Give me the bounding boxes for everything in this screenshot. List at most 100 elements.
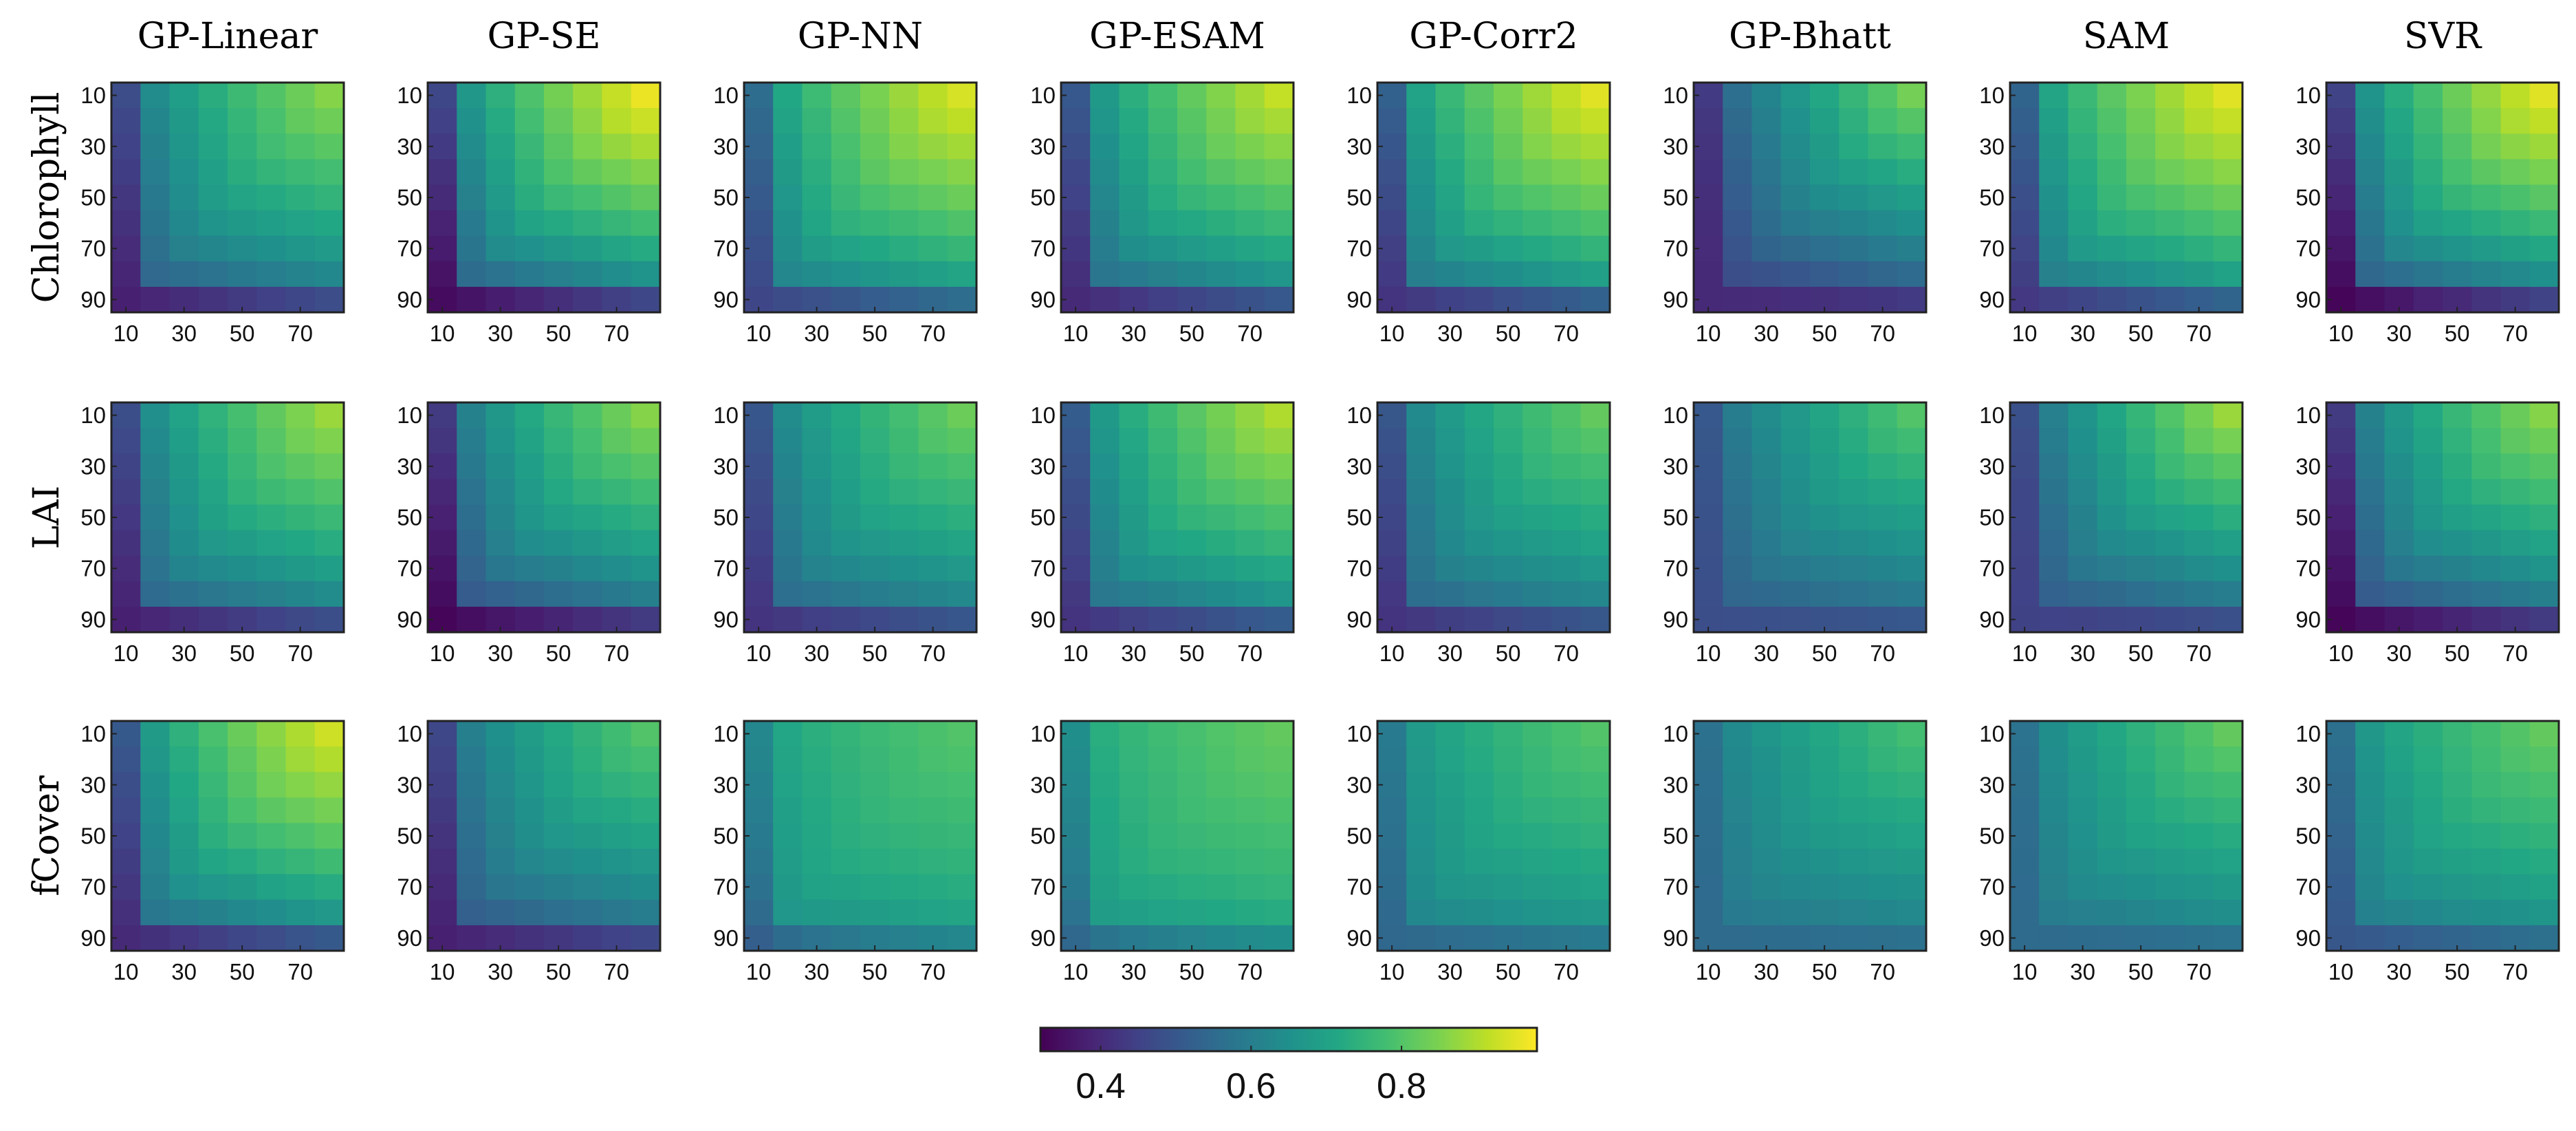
heatmap-cell bbox=[169, 235, 199, 262]
heatmap-cell bbox=[1090, 235, 1120, 262]
heatmap-cell bbox=[2355, 504, 2386, 531]
heatmap-cell bbox=[2355, 479, 2386, 506]
y-tick-label: 90 bbox=[1346, 925, 1372, 951]
heatmap-cell bbox=[485, 210, 516, 237]
heatmap-cell bbox=[1435, 159, 1465, 186]
heatmap-cell bbox=[1406, 184, 1437, 211]
heatmap-cell bbox=[2443, 133, 2472, 160]
heatmap-cell bbox=[1839, 606, 1869, 633]
heatmap-cell bbox=[889, 159, 919, 186]
y-tick-label: 30 bbox=[2295, 772, 2321, 797]
heatmap-cell bbox=[256, 797, 287, 824]
heatmap-cell bbox=[1435, 823, 1465, 850]
heatmap-cell bbox=[1177, 159, 1207, 186]
heatmap-cell bbox=[2126, 721, 2156, 747]
heatmap-cell bbox=[1206, 797, 1236, 824]
heatmap-cell bbox=[744, 108, 774, 134]
heatmap-cell bbox=[831, 721, 861, 747]
heatmap-cell bbox=[256, 581, 287, 607]
heatmap-cell bbox=[947, 772, 977, 798]
heatmap-cell bbox=[1723, 453, 1753, 480]
heatmap-cell bbox=[314, 261, 345, 288]
heatmap-cell bbox=[2384, 261, 2414, 288]
heatmap-cell bbox=[228, 772, 257, 798]
y-tick-label: 50 bbox=[1346, 505, 1372, 530]
heatmap-cell bbox=[544, 874, 574, 901]
heatmap-cell bbox=[744, 746, 774, 773]
heatmap-cell bbox=[2184, 83, 2214, 109]
y-tick-label: 50 bbox=[1663, 823, 1688, 849]
heatmap-cell bbox=[1494, 159, 1523, 186]
heatmap-cell bbox=[1264, 721, 1294, 747]
heatmap-cell bbox=[2500, 555, 2531, 582]
heatmap-cell bbox=[1897, 108, 1927, 134]
heatmap-cell bbox=[918, 210, 948, 237]
heatmap-cell bbox=[544, 159, 574, 186]
y-tick-label: 50 bbox=[713, 505, 739, 530]
heatmap-cell bbox=[802, 159, 832, 186]
heatmap-cell bbox=[1377, 746, 1407, 773]
heatmap-cell bbox=[889, 874, 919, 901]
heatmap-cell bbox=[256, 721, 287, 747]
x-tick-label: 10 bbox=[1063, 959, 1089, 984]
heatmap-cell bbox=[169, 402, 199, 429]
y-tick-label: 10 bbox=[397, 83, 422, 108]
heatmap-cell bbox=[1090, 479, 1120, 506]
heatmap-cell bbox=[514, 83, 545, 109]
heatmap-cell bbox=[2529, 848, 2559, 875]
heatmap-cell bbox=[1406, 453, 1437, 480]
heatmap-cell bbox=[2213, 210, 2243, 237]
heatmap-cell bbox=[198, 555, 228, 582]
heatmap-cell bbox=[2097, 402, 2127, 429]
heatmap-cell bbox=[228, 530, 257, 557]
heatmap-cell bbox=[1119, 428, 1149, 454]
heatmap-cell bbox=[485, 159, 516, 186]
y-tick-label: 90 bbox=[1979, 607, 2005, 632]
heatmap-cell bbox=[2529, 530, 2559, 557]
heatmap-cell bbox=[485, 746, 516, 773]
heatmap-cell bbox=[1522, 286, 1553, 313]
heatmap-cell bbox=[1235, 108, 1265, 134]
y-tick-label: 90 bbox=[713, 287, 739, 312]
heatmap-cell bbox=[947, 848, 977, 875]
heatmap-cell bbox=[1580, 581, 1611, 607]
heatmap-cell bbox=[514, 504, 545, 531]
heatmap-cell bbox=[2068, 530, 2098, 557]
heatmap-cell bbox=[773, 286, 803, 313]
heatmap-cell bbox=[2184, 555, 2214, 582]
heatmap-cell bbox=[544, 479, 574, 506]
heatmap-cell bbox=[1464, 402, 1494, 429]
heatmap-cell bbox=[1206, 555, 1236, 582]
heatmap-cell bbox=[1264, 133, 1294, 160]
heatmap-cell bbox=[889, 184, 919, 211]
heatmap-cell bbox=[1723, 874, 1753, 901]
heatmap-cell bbox=[2355, 184, 2386, 211]
heatmap-cell bbox=[228, 555, 257, 582]
heatmap-cell bbox=[1551, 823, 1582, 850]
heatmap-cell bbox=[1839, 133, 1869, 160]
heatmap-cell bbox=[2155, 261, 2185, 288]
heatmap-cell bbox=[1522, 453, 1553, 480]
heatmap-cell bbox=[602, 479, 632, 506]
heatmap-cell bbox=[169, 530, 199, 557]
y-tick-label: 50 bbox=[80, 823, 106, 849]
heatmap-cell bbox=[2155, 210, 2185, 237]
heatmap-cell bbox=[2384, 133, 2414, 160]
heatmap-cell bbox=[198, 184, 228, 211]
heatmap-cell bbox=[1780, 899, 1811, 926]
heatmap-cell bbox=[602, 504, 632, 531]
heatmap-cell bbox=[457, 210, 487, 237]
heatmap-cell bbox=[1723, 925, 1753, 951]
heatmap-cell bbox=[831, 504, 861, 531]
heatmap-cell bbox=[285, 428, 316, 454]
heatmap-cell bbox=[1810, 874, 1840, 901]
heatmap-cell bbox=[631, 83, 661, 109]
heatmap-cell bbox=[140, 899, 171, 926]
heatmap-cell bbox=[228, 899, 257, 926]
heatmap-cell bbox=[2413, 746, 2443, 773]
heatmap-cell bbox=[1868, 261, 1898, 288]
y-tick-label: 90 bbox=[1663, 925, 1688, 951]
heatmap-cell bbox=[1897, 235, 1927, 262]
